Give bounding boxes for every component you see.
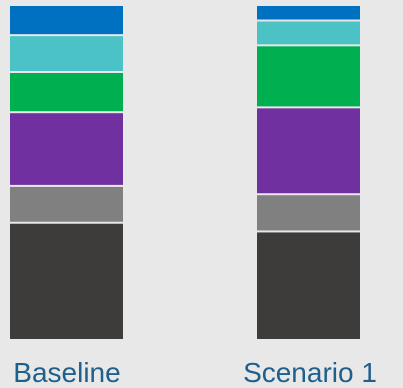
bar-baseline-segment-4 [10, 36, 123, 71]
bar-baseline-segment-2 [10, 113, 123, 185]
bar-baseline-segment-0 [10, 223, 123, 339]
bar-baseline-segment-1 [10, 186, 123, 222]
bar-scenario-1-segment-5 [257, 6, 360, 20]
bar-baseline-segment-5 [10, 6, 123, 35]
bar-scenario-1-segment-1 [257, 195, 360, 231]
category-label-scenario-1: Scenario 1 [243, 357, 377, 388]
bar-baseline-segment-3 [10, 73, 123, 112]
bar-scenario-1-segment-4 [257, 21, 360, 45]
bar-scenario-1-segment-0 [257, 232, 360, 339]
bar-scenario-1-segment-2 [257, 108, 360, 194]
category-label-baseline: Baseline [13, 357, 120, 388]
bars-layer [10, 6, 360, 339]
category-labels: Baseline Scenario 1 [13, 357, 377, 388]
bar-scenario-1-segment-3 [257, 46, 360, 107]
